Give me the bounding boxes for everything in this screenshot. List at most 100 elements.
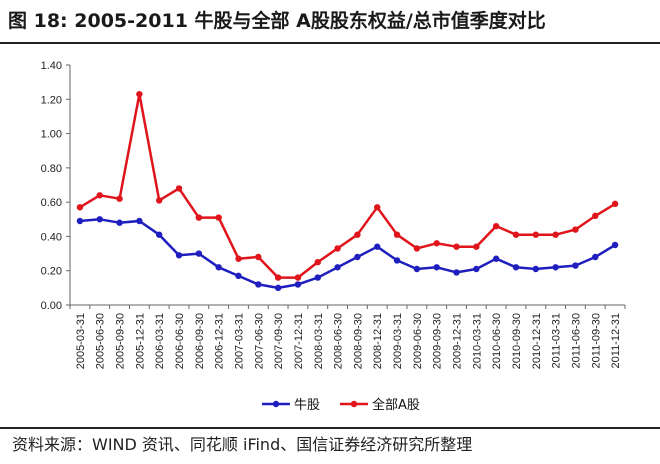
data-point: [592, 212, 599, 220]
data-point: [492, 222, 500, 230]
x-tick-label: 2006-06-30: [174, 313, 186, 369]
x-tick-labels: 2005-03-31 2005-06-30 2005-09-30 2005-12-31…: [75, 313, 622, 369]
x-tick-label: 2007-09-30: [273, 313, 285, 369]
data-point: [393, 231, 401, 238]
data-point: [294, 281, 302, 288]
x-tick-label: 2007-06-30: [253, 313, 265, 369]
data-point: [235, 272, 242, 280]
legend-label-1: 牛股: [294, 398, 320, 413]
x-tick-label: 2009-06-30: [412, 313, 424, 369]
data-point: [195, 214, 203, 221]
x-tick-label: 2007-03-31: [233, 313, 245, 369]
data-point: [532, 231, 540, 238]
data-point: [572, 262, 579, 269]
source-note: 资料来源：WIND 资讯、同花顺 iFind、国信证券经济研究所整理: [12, 435, 473, 454]
data-point: [175, 252, 183, 259]
data-point: [453, 269, 460, 276]
data-point: [433, 264, 440, 271]
y-tick-label: 1.00: [41, 129, 62, 141]
data-point: [175, 185, 183, 192]
data-point: [512, 264, 520, 271]
x-tick-label: 2011-09-30: [590, 313, 602, 368]
x-tick-label: 2009-12-31: [452, 313, 464, 369]
data-point: [116, 195, 123, 202]
title-rule: [0, 42, 660, 44]
data-point: [215, 214, 222, 221]
y-tick-label: 0.00: [41, 300, 62, 312]
footer-rule: [0, 427, 660, 429]
data-point: [354, 231, 361, 238]
y-tick-label: 0.60: [41, 197, 62, 209]
data-point: [155, 231, 163, 238]
data-point: [552, 264, 559, 271]
x-tick-label: 2005-06-30: [95, 313, 107, 369]
data-point: [255, 281, 262, 288]
data-point: [512, 231, 520, 238]
data-point: [116, 219, 123, 226]
data-point: [235, 255, 242, 262]
data-point: [393, 257, 401, 264]
chart-title: 图 18: 2005-2011 牛股与全部 A股股东权益/总市值季度对比: [8, 10, 546, 32]
data-point: [195, 250, 203, 257]
data-point: [413, 245, 421, 252]
y-tick-label: 1.40: [41, 60, 62, 72]
x-tick-label: 2006-03-31: [154, 313, 166, 369]
x-tick-label: 2010-12-31: [531, 313, 543, 369]
x-tick-label: 2008-03-31: [313, 313, 325, 369]
data-point: [433, 240, 440, 247]
data-point: [611, 200, 619, 208]
legend-label-2: 全部A股: [372, 397, 420, 413]
legend-marker-1: [272, 400, 280, 408]
x-tick-label: 2010-03-31: [471, 313, 483, 369]
data-point: [334, 264, 341, 271]
chart-series: [76, 90, 619, 292]
data-point: [572, 226, 579, 233]
x-tick-label: 2006-09-30: [194, 313, 206, 369]
data-point: [136, 90, 143, 98]
data-point: [76, 204, 84, 211]
data-point: [274, 284, 282, 292]
data-point: [96, 216, 103, 223]
y-tick-labels: 0.00 0.20 0.40 0.60 0.80 1.00 1.20 1.40: [41, 60, 62, 312]
y-tick-label: 0.80: [41, 163, 62, 175]
data-point: [96, 192, 103, 199]
y-tick-label: 0.40: [41, 231, 62, 243]
data-point: [334, 245, 341, 252]
data-point: [413, 265, 421, 273]
x-tick-label: 2009-03-31: [392, 313, 404, 369]
series-line-2: [79, 92, 616, 279]
data-point: [255, 253, 262, 261]
x-tick-label: 2005-09-30: [115, 313, 127, 369]
data-point: [473, 243, 480, 250]
data-point: [592, 253, 599, 261]
data-point: [314, 274, 321, 281]
y-tick-label: 0.20: [41, 266, 62, 278]
x-tick-label: 2005-03-31: [75, 313, 87, 369]
data-point: [492, 255, 500, 262]
line-chart: 2005-03-31 2005-06-30 2005-09-30 2005-12-31…: [41, 60, 626, 413]
chart-legend: 牛股 全部A股: [262, 397, 420, 413]
x-tick-label: 2008-06-30: [333, 313, 345, 369]
series-line-1: [79, 218, 616, 290]
x-tick-label: 2007-12-31: [293, 313, 305, 369]
data-point: [314, 258, 321, 266]
data-point: [136, 217, 143, 225]
data-point: [532, 265, 540, 273]
x-tick-label: 2009-09-30: [432, 313, 444, 369]
data-point: [611, 241, 619, 249]
chart-axes: [66, 64, 626, 309]
x-tick-label: 2011-12-31: [610, 313, 622, 368]
x-tick-label: 2008-09-30: [352, 313, 364, 369]
y-tick-label: 1.20: [41, 94, 62, 106]
data-point: [215, 264, 222, 271]
data-point: [76, 217, 84, 225]
data-point: [155, 197, 163, 204]
data-point: [473, 265, 480, 273]
x-tick-label: 2008-12-31: [372, 313, 384, 369]
data-point: [294, 274, 302, 281]
legend-marker-2: [350, 400, 358, 408]
x-tick-label: 2011-06-30: [570, 313, 582, 368]
data-point: [552, 231, 559, 238]
x-tick-label: 2010-06-30: [491, 313, 503, 369]
x-tick-label: 2011-03-31: [551, 313, 563, 368]
